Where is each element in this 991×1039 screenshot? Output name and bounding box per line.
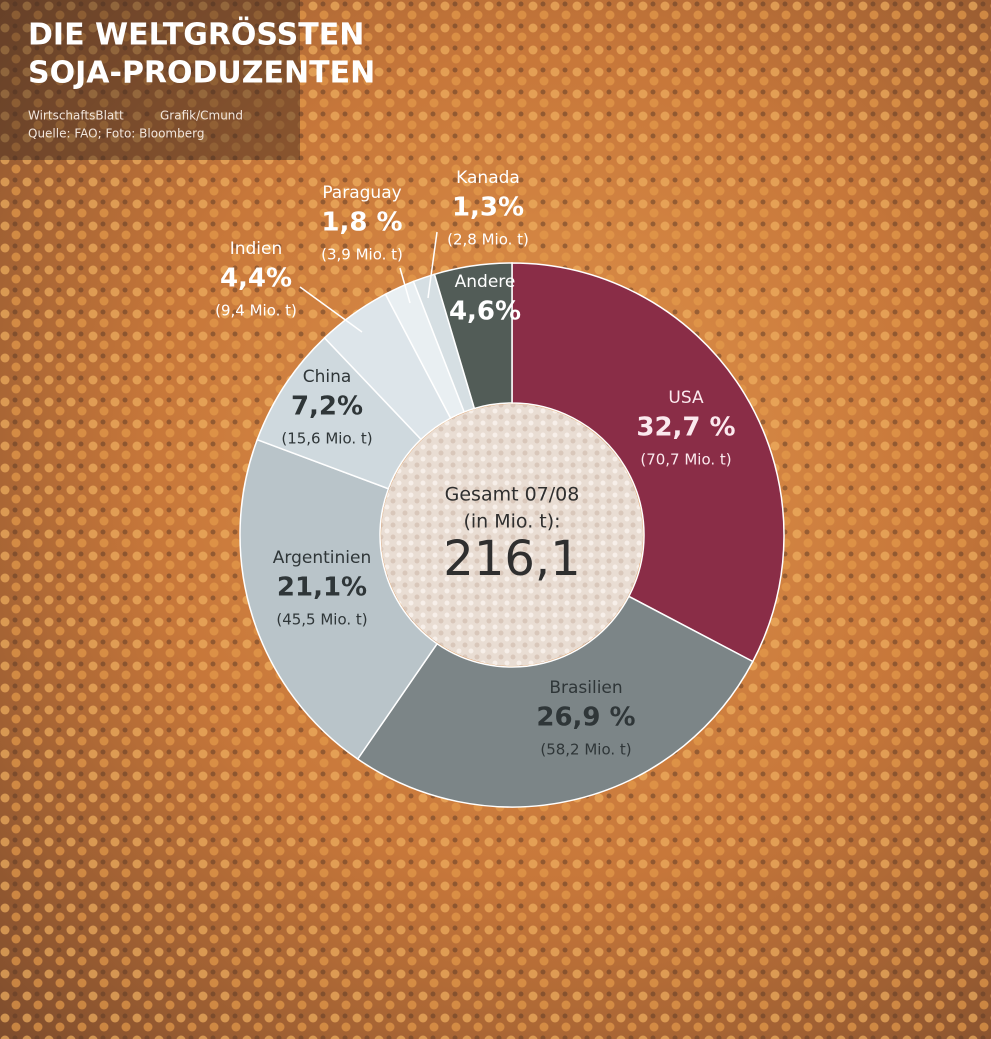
credit: Quelle: FAO; Foto: Bloomberg: [28, 127, 204, 141]
slice-amount: (70,7 Mio. t): [640, 451, 731, 469]
slice-amount: (9,4 Mio. t): [215, 302, 297, 320]
slice-name: Paraguay: [322, 183, 401, 203]
slice-percent: 7,2%: [291, 392, 363, 422]
donut-slice: [511, 262, 785, 663]
slice-name: Argentinien: [273, 548, 371, 568]
center-text: Gesamt 07/08: [445, 484, 580, 506]
donut-hole: [381, 404, 643, 666]
center-total: 216,1: [443, 531, 580, 587]
slice-name: Kanada: [456, 168, 520, 188]
chart-title: DIE WELTGRÖSSTEN: [28, 16, 364, 53]
leader-line: [399, 267, 411, 304]
credit: Grafik/Cmund: [160, 109, 243, 123]
slice-amount: (15,6 Mio. t): [281, 430, 372, 448]
chart-title: SOJA-PRODUZENTEN: [28, 56, 375, 91]
slice-percent: 21,1%: [277, 573, 367, 603]
slice-amount: (2,8 Mio. t): [447, 231, 529, 249]
slice-percent: 4,6%: [449, 297, 521, 327]
credit: WirtschaftsBlatt: [28, 109, 124, 123]
slice-percent: 1,8 %: [321, 208, 402, 238]
slice-amount: (45,5 Mio. t): [276, 611, 367, 629]
slice-name: China: [303, 367, 352, 387]
donut-slice: [239, 438, 439, 761]
slice-name: Brasilien: [549, 678, 622, 698]
slice-name: USA: [668, 388, 704, 408]
slice-percent: 1,3%: [452, 193, 524, 223]
slice-percent: 32,7 %: [636, 413, 735, 443]
slice-amount: (58,2 Mio. t): [540, 741, 631, 759]
center-text: (in Mio. t):: [463, 511, 560, 533]
leader-line: [427, 231, 438, 299]
donut-slice: [433, 262, 513, 410]
title-shade: [0, 0, 300, 160]
slice-name: Indien: [230, 239, 283, 259]
slice-amount: (3,9 Mio. t): [321, 246, 403, 264]
slice-name: Andere: [455, 272, 516, 292]
donut-slice: [356, 595, 754, 808]
leader-line: [299, 286, 363, 333]
slice-percent: 4,4%: [220, 264, 292, 294]
slice-percent: 26,9 %: [536, 703, 635, 733]
